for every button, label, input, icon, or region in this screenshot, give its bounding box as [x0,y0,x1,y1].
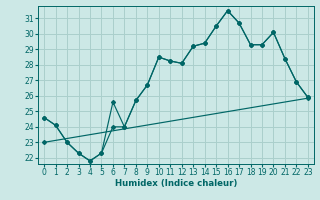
X-axis label: Humidex (Indice chaleur): Humidex (Indice chaleur) [115,179,237,188]
